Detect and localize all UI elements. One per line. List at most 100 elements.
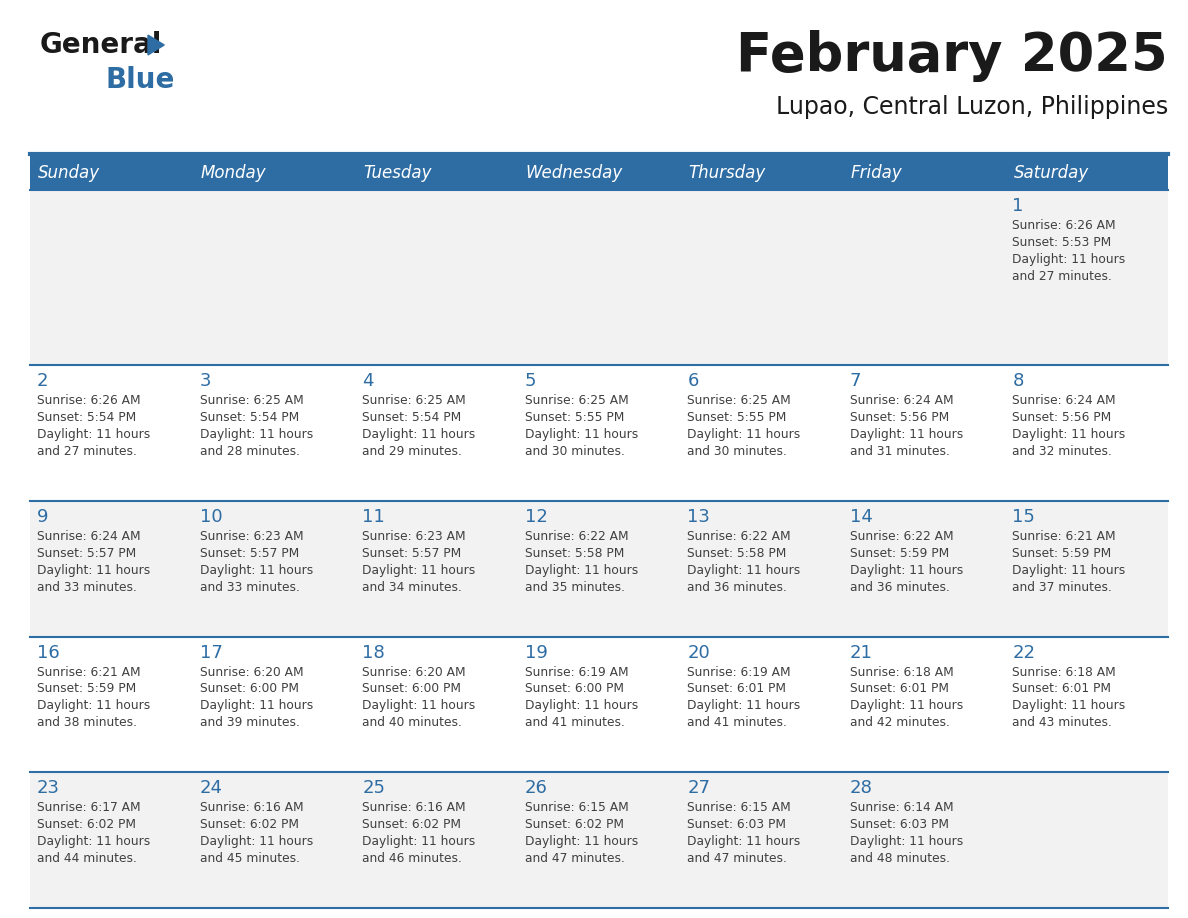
Text: Sunrise: 6:25 AM: Sunrise: 6:25 AM xyxy=(200,394,303,407)
Text: and 36 minutes.: and 36 minutes. xyxy=(849,581,949,594)
Text: Daylight: 11 hours: Daylight: 11 hours xyxy=(1012,700,1126,712)
Text: 6: 6 xyxy=(688,372,699,390)
Text: Sunrise: 6:22 AM: Sunrise: 6:22 AM xyxy=(688,530,791,543)
Text: 16: 16 xyxy=(37,644,59,662)
Text: Sunset: 6:00 PM: Sunset: 6:00 PM xyxy=(525,682,624,696)
Text: Daylight: 11 hours: Daylight: 11 hours xyxy=(688,700,801,712)
Text: Sunset: 5:57 PM: Sunset: 5:57 PM xyxy=(362,547,461,560)
Text: and 41 minutes.: and 41 minutes. xyxy=(688,717,788,730)
Text: Sunset: 6:01 PM: Sunset: 6:01 PM xyxy=(849,682,949,696)
Text: Lupao, Central Luzon, Philippines: Lupao, Central Luzon, Philippines xyxy=(776,95,1168,119)
Text: 2: 2 xyxy=(37,372,49,390)
Text: Daylight: 11 hours: Daylight: 11 hours xyxy=(37,564,150,577)
Text: Sunrise: 6:24 AM: Sunrise: 6:24 AM xyxy=(1012,394,1116,407)
Text: and 44 minutes.: and 44 minutes. xyxy=(37,852,137,866)
Text: General: General xyxy=(40,31,163,59)
Text: Sunrise: 6:14 AM: Sunrise: 6:14 AM xyxy=(849,801,954,814)
Text: Sunset: 5:55 PM: Sunset: 5:55 PM xyxy=(525,411,624,424)
Text: Sunset: 5:57 PM: Sunset: 5:57 PM xyxy=(200,547,299,560)
Text: Daylight: 11 hours: Daylight: 11 hours xyxy=(37,700,150,712)
Text: 3: 3 xyxy=(200,372,211,390)
Text: Sunrise: 6:19 AM: Sunrise: 6:19 AM xyxy=(688,666,791,678)
Text: Sunrise: 6:25 AM: Sunrise: 6:25 AM xyxy=(525,394,628,407)
Text: Sunset: 5:55 PM: Sunset: 5:55 PM xyxy=(688,411,786,424)
Text: Sunrise: 6:18 AM: Sunrise: 6:18 AM xyxy=(849,666,954,678)
Text: 26: 26 xyxy=(525,779,548,797)
Text: Daylight: 11 hours: Daylight: 11 hours xyxy=(525,564,638,577)
Text: and 42 minutes.: and 42 minutes. xyxy=(849,717,949,730)
Text: 24: 24 xyxy=(200,779,222,797)
Text: 23: 23 xyxy=(37,779,61,797)
Text: Sunrise: 6:24 AM: Sunrise: 6:24 AM xyxy=(37,530,140,543)
Text: Sunrise: 6:19 AM: Sunrise: 6:19 AM xyxy=(525,666,628,678)
Text: Tuesday: Tuesday xyxy=(364,163,431,182)
Text: 15: 15 xyxy=(1012,508,1035,526)
Text: 12: 12 xyxy=(525,508,548,526)
Text: 11: 11 xyxy=(362,508,385,526)
Text: Sunset: 5:56 PM: Sunset: 5:56 PM xyxy=(1012,411,1112,424)
Text: Sunrise: 6:21 AM: Sunrise: 6:21 AM xyxy=(1012,530,1116,543)
Text: Sunrise: 6:22 AM: Sunrise: 6:22 AM xyxy=(525,530,628,543)
Text: and 30 minutes.: and 30 minutes. xyxy=(525,445,625,458)
Text: Sunset: 6:03 PM: Sunset: 6:03 PM xyxy=(849,818,949,832)
Text: Daylight: 11 hours: Daylight: 11 hours xyxy=(37,835,150,848)
Text: Sunset: 5:54 PM: Sunset: 5:54 PM xyxy=(37,411,137,424)
Text: Sunset: 5:59 PM: Sunset: 5:59 PM xyxy=(1012,547,1112,560)
Polygon shape xyxy=(148,35,164,55)
Text: Sunset: 6:01 PM: Sunset: 6:01 PM xyxy=(1012,682,1112,696)
Text: and 28 minutes.: and 28 minutes. xyxy=(200,445,299,458)
Text: 13: 13 xyxy=(688,508,710,526)
Text: and 46 minutes.: and 46 minutes. xyxy=(362,852,462,866)
Text: Daylight: 11 hours: Daylight: 11 hours xyxy=(362,564,475,577)
Text: Daylight: 11 hours: Daylight: 11 hours xyxy=(525,700,638,712)
Text: and 36 minutes.: and 36 minutes. xyxy=(688,581,788,594)
Text: Sunset: 6:01 PM: Sunset: 6:01 PM xyxy=(688,682,786,696)
Text: Sunset: 6:02 PM: Sunset: 6:02 PM xyxy=(362,818,461,832)
Text: Monday: Monday xyxy=(201,163,266,182)
Text: Sunset: 6:02 PM: Sunset: 6:02 PM xyxy=(200,818,298,832)
Bar xyxy=(30,500,1168,636)
Text: and 31 minutes.: and 31 minutes. xyxy=(849,445,949,458)
Text: Wednesday: Wednesday xyxy=(526,163,623,182)
Text: and 33 minutes.: and 33 minutes. xyxy=(200,581,299,594)
Text: Daylight: 11 hours: Daylight: 11 hours xyxy=(362,835,475,848)
Text: and 48 minutes.: and 48 minutes. xyxy=(849,852,950,866)
Text: and 27 minutes.: and 27 minutes. xyxy=(1012,270,1112,283)
Text: Daylight: 11 hours: Daylight: 11 hours xyxy=(849,564,963,577)
Text: 22: 22 xyxy=(1012,644,1036,662)
Text: Daylight: 11 hours: Daylight: 11 hours xyxy=(849,700,963,712)
Text: 4: 4 xyxy=(362,372,374,390)
Text: Sunrise: 6:15 AM: Sunrise: 6:15 AM xyxy=(688,801,791,814)
Text: and 39 minutes.: and 39 minutes. xyxy=(200,717,299,730)
Text: Friday: Friday xyxy=(851,163,903,182)
Text: Sunrise: 6:15 AM: Sunrise: 6:15 AM xyxy=(525,801,628,814)
Text: Daylight: 11 hours: Daylight: 11 hours xyxy=(1012,564,1126,577)
Text: Sunset: 6:02 PM: Sunset: 6:02 PM xyxy=(37,818,135,832)
Text: Thursday: Thursday xyxy=(688,163,765,182)
Text: Daylight: 11 hours: Daylight: 11 hours xyxy=(37,428,150,441)
Bar xyxy=(30,636,1168,772)
Text: and 30 minutes.: and 30 minutes. xyxy=(688,445,788,458)
Text: Sunrise: 6:20 AM: Sunrise: 6:20 AM xyxy=(362,666,466,678)
Text: 10: 10 xyxy=(200,508,222,526)
Text: Daylight: 11 hours: Daylight: 11 hours xyxy=(200,835,312,848)
Text: 5: 5 xyxy=(525,372,536,390)
Text: Daylight: 11 hours: Daylight: 11 hours xyxy=(688,428,801,441)
Text: Daylight: 11 hours: Daylight: 11 hours xyxy=(1012,253,1126,266)
Text: and 40 minutes.: and 40 minutes. xyxy=(362,717,462,730)
Text: 21: 21 xyxy=(849,644,873,662)
Bar xyxy=(30,365,1168,500)
Text: Sunset: 5:57 PM: Sunset: 5:57 PM xyxy=(37,547,137,560)
Bar xyxy=(30,155,1168,190)
Text: Daylight: 11 hours: Daylight: 11 hours xyxy=(200,564,312,577)
Text: and 27 minutes.: and 27 minutes. xyxy=(37,445,137,458)
Text: Sunset: 6:02 PM: Sunset: 6:02 PM xyxy=(525,818,624,832)
Text: Sunset: 5:54 PM: Sunset: 5:54 PM xyxy=(200,411,299,424)
Text: Saturday: Saturday xyxy=(1013,163,1088,182)
Text: and 43 minutes.: and 43 minutes. xyxy=(1012,717,1112,730)
Text: 27: 27 xyxy=(688,779,710,797)
Text: 19: 19 xyxy=(525,644,548,662)
Text: Sunrise: 6:18 AM: Sunrise: 6:18 AM xyxy=(1012,666,1117,678)
Text: and 47 minutes.: and 47 minutes. xyxy=(525,852,625,866)
Text: Sunrise: 6:16 AM: Sunrise: 6:16 AM xyxy=(200,801,303,814)
